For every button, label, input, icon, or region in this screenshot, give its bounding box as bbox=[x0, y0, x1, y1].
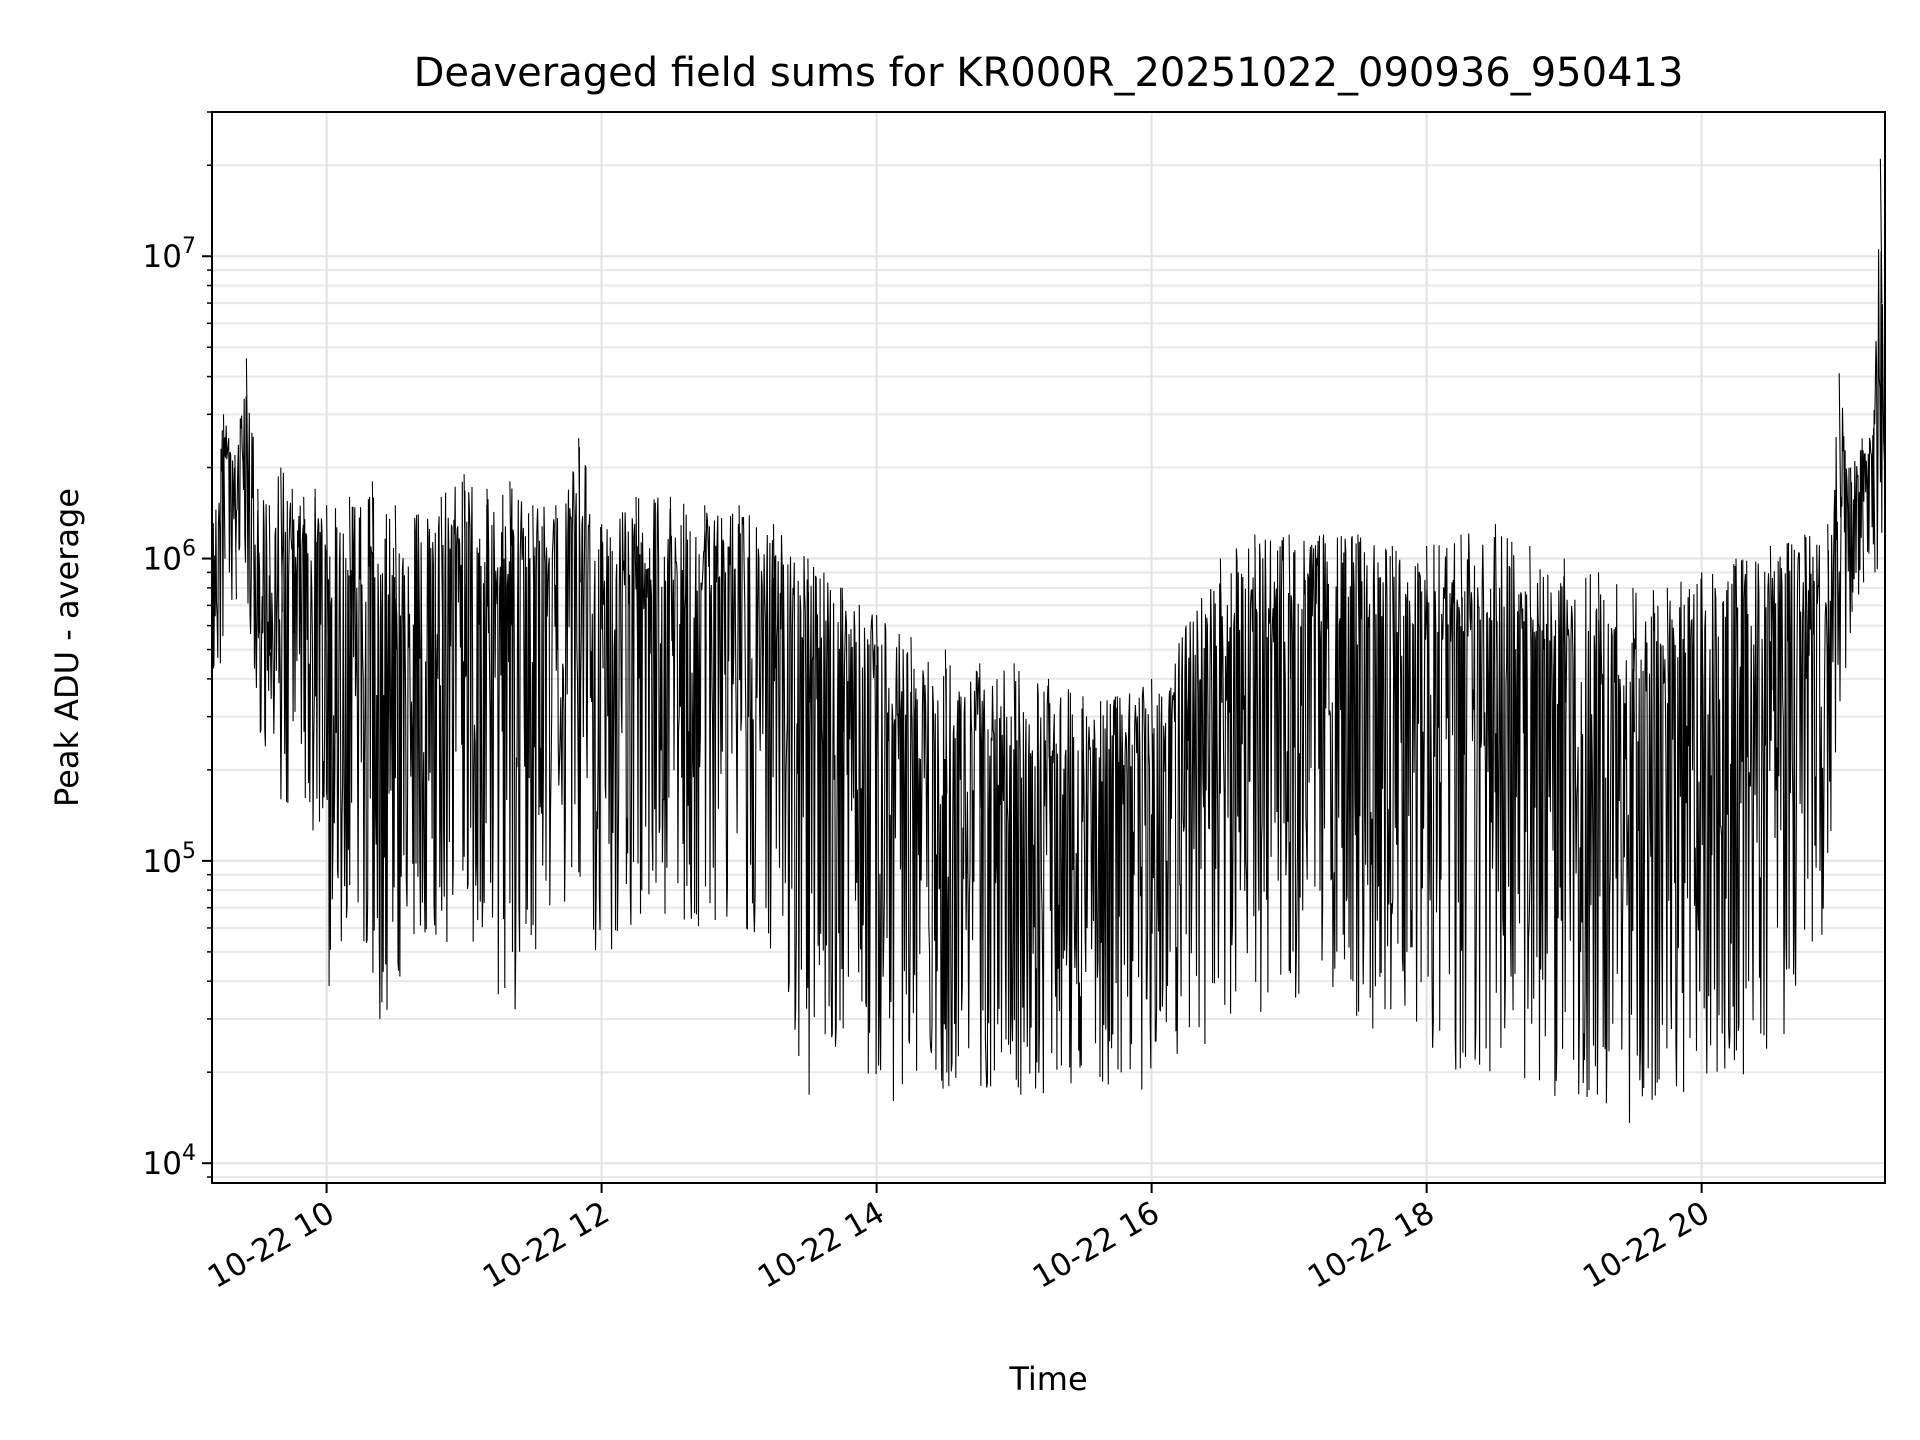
y-tick-label: 106 bbox=[143, 537, 196, 578]
y-tick-label: 105 bbox=[143, 839, 196, 880]
y-tick-label: 107 bbox=[143, 234, 196, 275]
y-axis-label: Peak ADU - average bbox=[48, 488, 86, 807]
chart-title: Deaveraged field sums for KR000R_2025102… bbox=[414, 50, 1684, 96]
series-line bbox=[212, 158, 1885, 1123]
x-tick-label: 10-22 10 bbox=[202, 1195, 341, 1296]
x-axis-label: Time bbox=[1008, 1360, 1087, 1398]
x-tick-label: 10-22 14 bbox=[752, 1195, 891, 1296]
x-tick-label: 10-22 16 bbox=[1027, 1195, 1166, 1296]
y-tick-label: 104 bbox=[143, 1141, 196, 1182]
x-tick-label: 10-22 12 bbox=[477, 1195, 616, 1296]
x-tick-label: 10-22 20 bbox=[1577, 1195, 1716, 1296]
series-layer bbox=[212, 158, 1885, 1123]
plot-frame bbox=[211, 111, 1886, 1184]
x-tick-label: 10-22 18 bbox=[1302, 1195, 1441, 1296]
